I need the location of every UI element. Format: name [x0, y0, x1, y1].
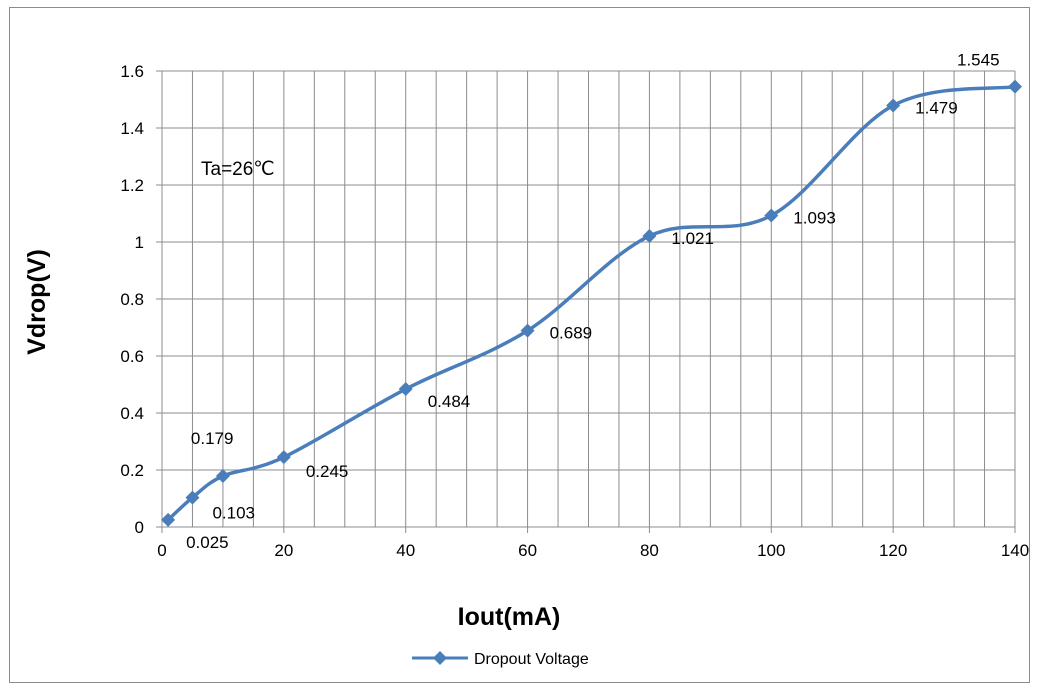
y-tick-label: 1.4	[120, 119, 144, 138]
data-point-marker	[215, 468, 230, 483]
data-label: 0.025	[186, 533, 229, 552]
chart-border	[9, 7, 1030, 683]
legend-label: Dropout Voltage	[474, 651, 589, 668]
data-label: 1.545	[957, 51, 1000, 70]
data-point-marker	[1008, 79, 1022, 94]
x-axis-title: Iout(mA)	[458, 603, 561, 631]
x-tick-label: 80	[640, 541, 659, 560]
data-label: 1.093	[793, 208, 836, 227]
x-tick-label: 40	[396, 541, 415, 560]
y-tick-label: 0.4	[120, 404, 144, 423]
data-point-marker	[398, 382, 413, 397]
data-label: 0.179	[191, 429, 234, 448]
data-point-marker	[764, 208, 779, 223]
x-tick-label: 100	[757, 541, 785, 560]
legend: Dropout Voltage	[412, 651, 589, 668]
y-axis-title: Vdrop(V)	[23, 249, 51, 355]
y-tick-label: 0	[135, 518, 144, 537]
y-tick-label: 0.8	[120, 290, 144, 309]
data-label: 0.245	[306, 462, 349, 481]
y-tick-label: 0.6	[120, 347, 144, 366]
data-point-marker	[161, 512, 176, 527]
data-point-marker	[642, 229, 657, 244]
legend-marker-diamond-icon	[433, 651, 447, 665]
data-point-marker	[185, 490, 200, 505]
data-label: 0.103	[212, 504, 255, 523]
data-point-marker	[276, 450, 291, 465]
x-tick-label: 20	[274, 541, 293, 560]
data-label: 1.479	[915, 98, 958, 117]
data-point-marker	[520, 323, 535, 338]
x-tick-label: 140	[1001, 541, 1029, 560]
temperature-annotation: Ta=26℃	[201, 159, 275, 180]
y-tick-label: 1.2	[120, 176, 144, 195]
x-tick-label: 60	[518, 541, 537, 560]
data-point-marker	[886, 98, 901, 113]
x-tick-label: 120	[879, 541, 907, 560]
y-tick-label: 1	[135, 233, 144, 252]
x-tick-label: 0	[157, 541, 166, 560]
data-label: 0.484	[428, 392, 471, 411]
series-layer	[161, 79, 1022, 527]
y-tick-label: 0.2	[120, 461, 144, 480]
data-label: 1.021	[671, 229, 714, 248]
y-tick-label: 1.6	[120, 62, 144, 81]
data-label: 0.689	[550, 324, 593, 343]
label-layer: 0.025 0.103 0.179 0.245 0.484 0.689 1.021 1.093…	[186, 51, 999, 552]
axis-layer: 0 20 40 60 80 100 120 140 0 0.2 0.4 0.6 0.8 1 1.2 1.4 1.…	[120, 62, 1029, 560]
grid-layer	[162, 70, 1016, 527]
